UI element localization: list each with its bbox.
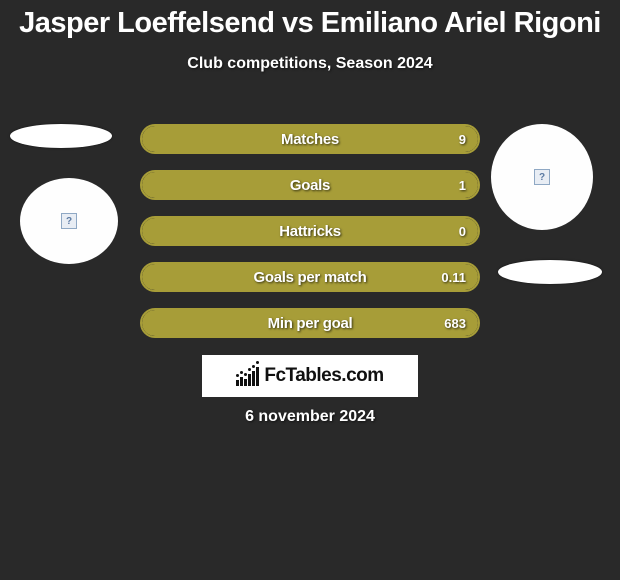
stat-bar: Matches 9: [140, 124, 480, 154]
stat-label: Min per goal: [142, 310, 478, 336]
stat-label: Goals per match: [142, 264, 478, 290]
broken-image-icon: [534, 169, 550, 185]
stat-bar: Goals per match 0.11: [140, 262, 480, 292]
right-avatar-circle: [491, 124, 593, 230]
stat-bar: Hattricks 0: [140, 216, 480, 246]
stat-value: 683: [444, 310, 466, 336]
stat-bar: Goals 1: [140, 170, 480, 200]
page-title: Jasper Loeffelsend vs Emiliano Ariel Rig…: [0, 0, 620, 41]
stat-value: 0.11: [441, 264, 466, 290]
bars-chart-icon: [236, 366, 260, 386]
left-shadow-ellipse: [10, 124, 112, 148]
stat-label: Goals: [142, 172, 478, 198]
comparison-card: Jasper Loeffelsend vs Emiliano Ariel Rig…: [0, 0, 620, 73]
brand-text: FcTables.com: [264, 365, 383, 387]
stat-value: 9: [459, 126, 466, 152]
subtitle: Club competitions, Season 2024: [0, 55, 620, 73]
stat-bar: Min per goal 683: [140, 308, 480, 338]
stat-value: 0: [459, 218, 466, 244]
left-avatar-circle: [20, 178, 118, 264]
date-text: 6 november 2024: [0, 408, 620, 426]
broken-image-icon: [61, 213, 77, 229]
stat-label: Matches: [142, 126, 478, 152]
stat-label: Hattricks: [142, 218, 478, 244]
brand-banner: FcTables.com: [202, 355, 418, 397]
stats-bar-list: Matches 9 Goals 1 Hattricks 0 Goals per …: [140, 124, 480, 354]
right-shadow-ellipse: [498, 260, 602, 284]
stat-value: 1: [459, 172, 466, 198]
